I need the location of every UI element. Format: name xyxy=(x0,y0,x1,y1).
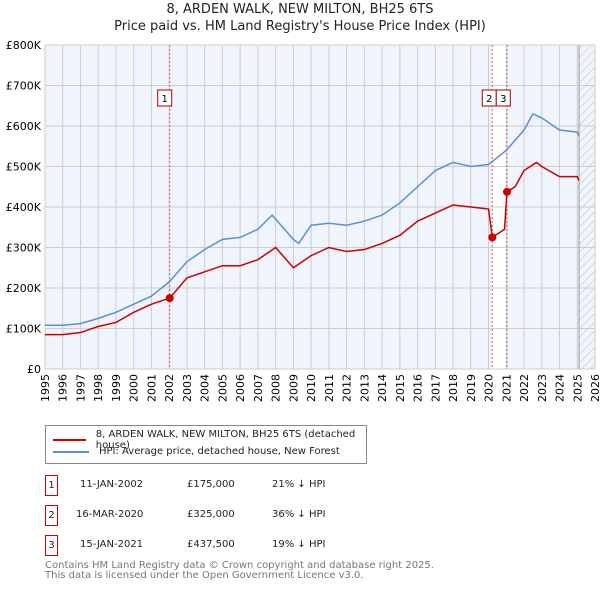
x-tick-label: 2004 xyxy=(199,374,212,402)
sale-point xyxy=(503,187,511,196)
x-tick-label: 2003 xyxy=(181,374,194,402)
x-tick-label: 2019 xyxy=(465,374,478,402)
x-tick-label: 1997 xyxy=(74,374,87,402)
x-tick-label: 2016 xyxy=(412,374,425,402)
x-tick-label: 2024 xyxy=(554,374,567,402)
sale-label-box xyxy=(495,89,511,107)
sale-hpi: 21% ↓ HPI xyxy=(272,479,326,490)
x-tick-label: 2013 xyxy=(358,374,371,402)
sale-hpi: 36% ↓ HPI xyxy=(272,509,326,520)
sale-point xyxy=(165,294,174,303)
x-tick-label: 1998 xyxy=(92,374,105,402)
x-tick-label: 2005 xyxy=(216,374,229,402)
sale-date: 16-MAR-2020 xyxy=(76,509,144,520)
x-tick-label: 2006 xyxy=(234,374,247,402)
x-tick-label: 2009 xyxy=(287,374,300,402)
x-tick-label: 1996 xyxy=(57,374,70,402)
sale-price: £437,500 xyxy=(187,539,235,550)
sale-marker-label: 1 xyxy=(45,475,58,496)
x-tick-label: 2000 xyxy=(128,374,141,402)
sale-label-box xyxy=(157,89,173,107)
x-tick-label: 2008 xyxy=(270,374,283,402)
plot-area: 1995 1996 1997 1998 1999 2000 2001 2002 2003 2004… xyxy=(6,39,600,402)
x-tick-label: 2015 xyxy=(394,374,407,402)
sale-row: 1 11-JAN-2002 £175,000 21% ↓ HPI xyxy=(45,475,445,496)
sale-row: 2 16-MAR-2020 £325,000 36% ↓ HPI xyxy=(45,505,445,526)
y-tick-label: £200K xyxy=(6,282,42,295)
y-tick-label: £500K xyxy=(6,161,42,174)
footer: Contains HM Land Registry data © Crown c… xyxy=(45,561,434,581)
x-tick-label: 1999 xyxy=(110,374,123,402)
y-tick-label: £300K xyxy=(6,242,42,255)
sale-date: 11-JAN-2002 xyxy=(80,479,144,490)
x-tick-label: 2010 xyxy=(305,374,318,402)
x-tick-label: 2023 xyxy=(536,374,549,402)
legend: 8, ARDEN WALK, NEW MILTON, BH25 6TS (det… xyxy=(45,425,367,464)
legend-label-hpi: HPI: Average price, detached house, New … xyxy=(99,446,340,457)
x-tick-label: 2018 xyxy=(447,374,460,402)
legend-swatch-property xyxy=(53,439,86,441)
sale-date: 15-JAN-2021 xyxy=(80,539,144,550)
sale-row: 3 15-JAN-2021 £437,500 19% ↓ HPI xyxy=(45,535,445,556)
y-tick-label: £0 xyxy=(27,363,41,376)
sale-marker-label: 2 xyxy=(45,505,58,526)
sale-marker-label: 3 xyxy=(45,535,58,556)
sale-price: £175,000 xyxy=(187,479,235,490)
sale-label: 3 xyxy=(500,94,506,105)
x-tick-label: 2017 xyxy=(429,374,442,402)
x-tick-label: 1995 xyxy=(39,374,52,402)
y-tick-label: £800K xyxy=(6,39,42,52)
legend-swatch-hpi xyxy=(53,450,89,453)
y-tick-label: £700K xyxy=(6,80,42,93)
sale-label: 1 xyxy=(162,94,168,105)
x-tick-label: 2022 xyxy=(518,374,531,402)
x-tick-label: 2025 xyxy=(571,374,584,402)
sale-label: 2 xyxy=(486,94,492,105)
x-tick-label: 2014 xyxy=(376,374,389,402)
y-tick-label: £600K xyxy=(6,120,42,133)
footer-line2: This data is licensed under the Open Gov… xyxy=(45,570,364,581)
legend-label-property: 8, ARDEN WALK, NEW MILTON, BH25 6TS (det… xyxy=(95,429,356,451)
sale-price: £325,000 xyxy=(187,509,235,520)
x-tick-label: 2001 xyxy=(145,374,158,402)
footer-line1: Contains HM Land Registry data © Crown c… xyxy=(45,560,434,571)
x-tick-label: 2011 xyxy=(323,374,336,402)
y-tick-label: £400K xyxy=(6,201,42,214)
x-tick-label: 2020 xyxy=(483,374,496,402)
x-tick-label: 2026 xyxy=(589,374,600,402)
chart-subtitle: Price paid vs. HM Land Registry's House … xyxy=(114,19,486,34)
chart-title: 8, ARDEN WALK, NEW MILTON, BH25 6TS xyxy=(166,2,434,17)
x-tick-label: 2007 xyxy=(252,374,265,402)
x-tick-label: 2012 xyxy=(341,374,354,402)
sale-hpi: 19% ↓ HPI xyxy=(272,539,326,550)
x-tick-label: 2021 xyxy=(500,374,513,402)
x-tick-label: 2002 xyxy=(163,374,176,402)
hpi-line xyxy=(45,112,580,327)
sale-point xyxy=(488,233,497,242)
property-line xyxy=(45,161,580,336)
y-tick-label: £100K xyxy=(6,323,42,336)
